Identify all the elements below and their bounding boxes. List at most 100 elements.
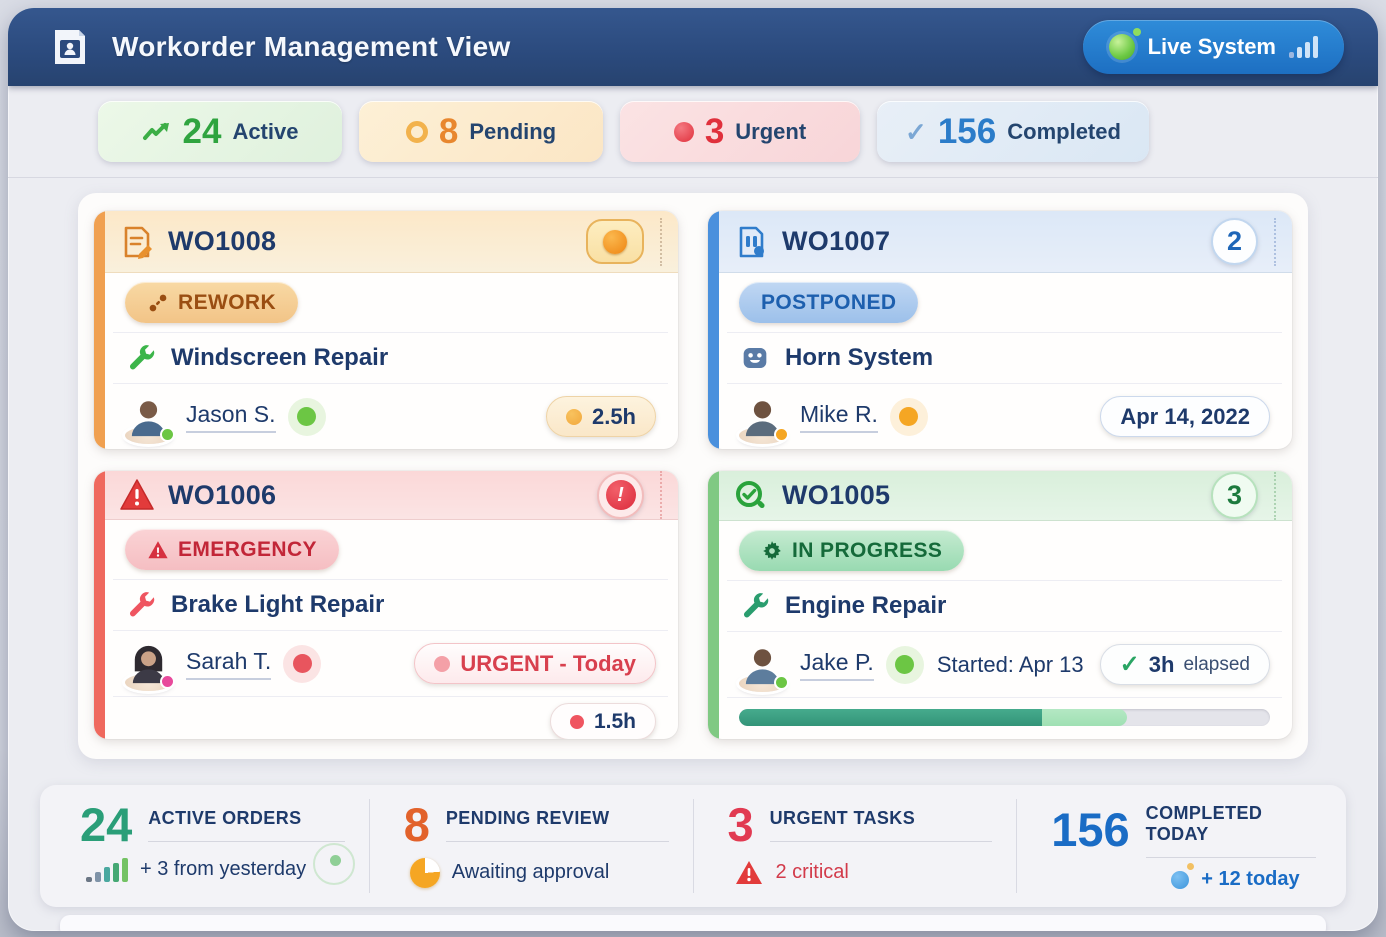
footer-stat-completed-today: 156 COMPLETED TODAY + 12 today	[1016, 799, 1340, 893]
stat-subtext: + 12 today	[1201, 868, 1300, 890]
time-pill: 1.5h	[549, 703, 656, 739]
live-status-dot	[1108, 28, 1141, 60]
avatar[interactable]	[739, 641, 789, 692]
summary-pill-active[interactable]: 24 Active	[98, 101, 342, 162]
time-pill: 2.5h	[545, 396, 656, 437]
card-alert-button[interactable]: !	[597, 471, 644, 519]
stat-value: 3	[727, 798, 754, 851]
assignee-name: Sarah T.	[186, 648, 272, 680]
card-action-button[interactable]	[586, 219, 644, 264]
stat-subtext: Awaiting approval	[451, 861, 610, 884]
task-name: Horn System	[785, 344, 934, 371]
document-edit-icon	[124, 226, 152, 259]
workorder-card-panel: WO1008 REWORK Windscreen Repair	[78, 193, 1308, 759]
stat-label: URGENT TASKS	[769, 808, 916, 829]
avatar[interactable]	[125, 640, 175, 691]
status-row: IN PROGRESS	[727, 521, 1282, 580]
pending-count: 8	[438, 111, 459, 151]
assignee-row: Jason S. 2.5h	[113, 383, 668, 449]
decoration-swirl	[312, 843, 355, 885]
pending-label: Pending	[469, 118, 557, 144]
date-value: Apr 14, 2022	[1120, 403, 1250, 429]
footer-stats-bar: 24 ACTIVE ORDERS + 3 from yesterday 8 PE…	[40, 785, 1346, 907]
presence-dot	[774, 427, 789, 442]
avatar[interactable]	[125, 393, 175, 444]
warning-triangle-icon	[120, 479, 154, 510]
horn-icon	[743, 348, 767, 368]
time-row: 1.5h	[113, 696, 668, 739]
presence-dot	[160, 427, 175, 442]
card-header: WO1006 !	[105, 471, 678, 520]
badge-label: REWORK	[178, 290, 277, 314]
badge-label: IN PROGRESS	[792, 538, 943, 562]
warning-small-icon	[148, 540, 168, 558]
wrench-icon	[743, 593, 769, 618]
document-paused-icon	[739, 226, 764, 257]
time-dot-icon	[565, 408, 582, 425]
elapsed-label: elapsed	[1183, 653, 1250, 675]
status-indicator-green	[287, 397, 326, 436]
warning-triangle-icon	[735, 860, 762, 884]
workorder-app-icon	[55, 30, 85, 64]
task-name: Windscreen Repair	[171, 344, 389, 371]
summary-pill-urgent[interactable]: 3 Urgent	[620, 101, 860, 162]
progress-segment-partial	[1041, 709, 1127, 726]
status-row: REWORK	[113, 273, 668, 332]
urgent-dot-icon	[673, 121, 694, 142]
workorder-id: WO1007	[782, 226, 891, 256]
workorder-card-wo1007[interactable]: WO1007 2 POSTPONED Horn System	[708, 211, 1292, 449]
window-bottom-edge	[60, 915, 1326, 931]
link-icon	[149, 294, 167, 311]
task-row: Horn System	[727, 332, 1282, 383]
summary-pill-completed[interactable]: ✓ 156 Completed	[877, 101, 1149, 162]
wrench-icon	[129, 345, 155, 370]
dotted-divider	[660, 471, 662, 519]
bar-chart-icon	[86, 857, 128, 882]
stat-value: 156	[1051, 803, 1130, 857]
card-header: WO1007 2	[719, 211, 1292, 273]
elapsed-pill: ✓ 3h elapsed	[1099, 644, 1270, 685]
task-name: Brake Light Repair	[171, 591, 385, 618]
summary-pill-pending[interactable]: 8 Pending	[359, 101, 603, 162]
summary-stats-row: 24 Active 8 Pending 3 Urgent ✓ 156 Compl…	[8, 86, 1378, 162]
workorder-card-wo1005[interactable]: WO1005 3 IN PROGRESS Engine Repai	[708, 471, 1292, 739]
blue-dot-icon	[1171, 862, 1195, 889]
stat-label: ACTIVE ORDERS	[148, 808, 302, 829]
assignee-row: Mike R. Apr 14, 2022	[727, 383, 1282, 449]
time-value: 2.5h	[591, 403, 636, 429]
live-system-button[interactable]: Live System	[1082, 20, 1344, 74]
assignee-row: Jake P. Started: Apr 13 ✓ 3h elapsed	[727, 631, 1282, 697]
status-row: POSTPONED	[727, 273, 1282, 332]
card-count-badge[interactable]: 3	[1211, 472, 1258, 519]
date-pill: Apr 14, 2022	[1100, 396, 1270, 437]
status-badge-rework: REWORK	[125, 282, 299, 323]
card-count-badge[interactable]: 2	[1211, 218, 1258, 265]
stat-subtext: + 3 from yesterday	[140, 858, 307, 881]
task-name: Engine Repair	[785, 592, 947, 619]
status-badge-inprogress: IN PROGRESS	[739, 530, 965, 571]
workorder-card-wo1008[interactable]: WO1008 REWORK Windscreen Repair	[94, 211, 678, 449]
avatar[interactable]	[739, 393, 789, 444]
status-indicator-red	[283, 644, 322, 683]
badge-label: EMERGENCY	[178, 537, 317, 561]
live-system-label: Live System	[1147, 34, 1276, 59]
footer-stat-pending-review: 8 PENDING REVIEW Awaiting approval	[368, 798, 693, 893]
task-row: Windscreen Repair	[113, 332, 668, 383]
workorder-id: WO1005	[782, 480, 891, 510]
workorder-id: WO1006	[168, 479, 277, 510]
stat-subtext: 2 critical	[775, 861, 849, 884]
assignee-name: Jake P.	[800, 649, 874, 681]
urgent-label: Urgent	[735, 118, 807, 144]
stat-value: 8	[403, 798, 430, 851]
progress-row	[727, 697, 1282, 739]
assignee-name: Mike R.	[800, 401, 878, 433]
section-divider	[8, 177, 1378, 178]
completed-count: 156	[937, 111, 997, 151]
stat-value: 24	[80, 798, 133, 851]
workorder-card-wo1006[interactable]: WO1006 ! EMERGENCY Brake Light Re	[94, 471, 678, 739]
priority-dot-icon	[434, 655, 451, 672]
active-count: 24	[182, 111, 222, 151]
elapsed-value: 3h	[1148, 651, 1175, 677]
assignee-row: Sarah T. URGENT - Today	[113, 630, 668, 696]
top-navbar: Workorder Management View Live System	[8, 8, 1378, 86]
